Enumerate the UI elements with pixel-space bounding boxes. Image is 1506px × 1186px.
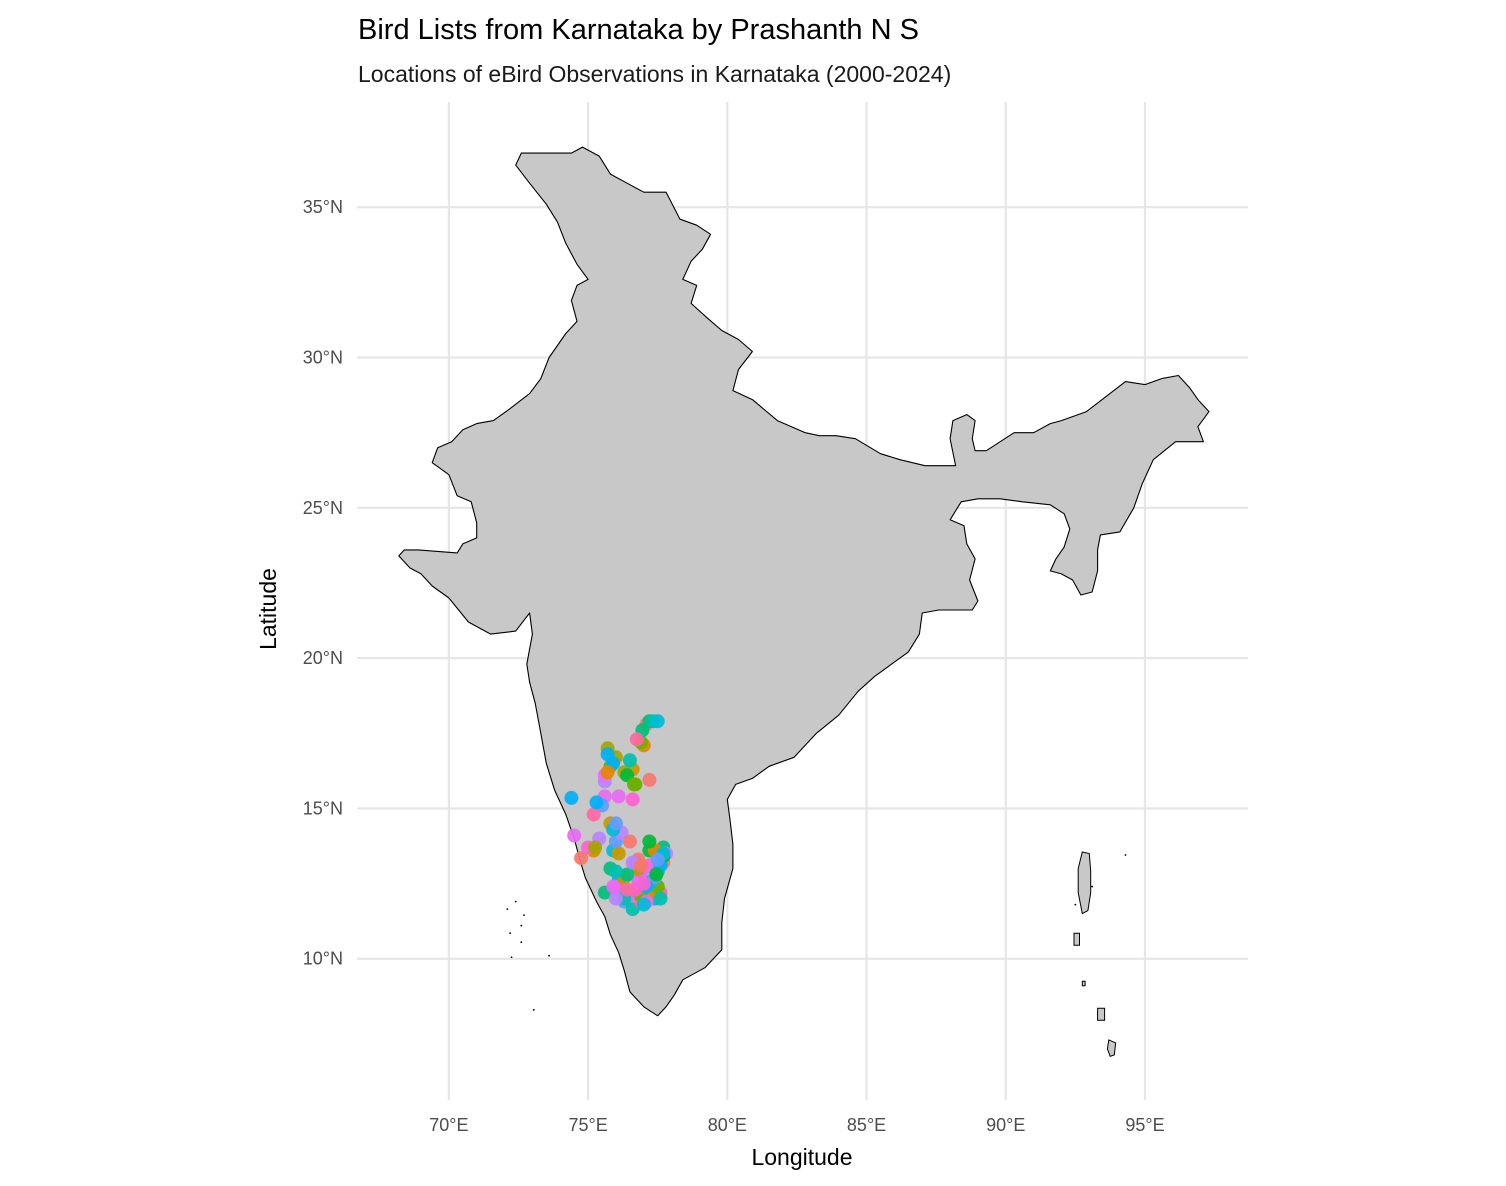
island-shape (1073, 932, 1080, 946)
island-speck (506, 908, 509, 911)
observation-point (650, 714, 665, 729)
y-tick-label: 20°N (303, 648, 343, 668)
observation-point (588, 840, 603, 855)
observation-point (620, 882, 635, 897)
island-speck (520, 941, 523, 944)
island-speck (510, 956, 513, 959)
chart-title: Bird Lists from Karnataka by Prashanth N… (358, 14, 919, 46)
y-tick-label: 15°N (303, 798, 343, 818)
y-tick-label: 25°N (303, 498, 343, 518)
x-tick-label: 85°E (847, 1115, 886, 1135)
x-axis-title: Longitude (751, 1144, 852, 1170)
observation-point (608, 891, 623, 906)
x-tick-label: 95°E (1125, 1115, 1164, 1135)
observation-point (642, 834, 657, 849)
island-speck (532, 1008, 535, 1011)
observation-point (625, 792, 640, 807)
island-speck (514, 900, 517, 903)
observation-point (600, 747, 615, 762)
y-tick-label: 30°N (303, 348, 343, 368)
observation-point (642, 772, 657, 787)
y-tick-label: 10°N (303, 949, 343, 969)
chart-subtitle: Locations of eBird Observations in Karna… (358, 61, 951, 87)
island-speck (1124, 854, 1127, 856)
island-shape (1077, 851, 1092, 915)
x-tick-label: 75°E (568, 1115, 607, 1135)
x-axis-ticks: 70°E 75°E 80°E 85°E 90°E 95°E (429, 1115, 1164, 1135)
x-tick-label: 80°E (708, 1115, 747, 1135)
observation-point (600, 765, 615, 780)
observation-point (586, 807, 601, 822)
y-tick-label: 35°N (303, 197, 343, 217)
observation-point (636, 897, 651, 912)
island-shape (1081, 980, 1086, 987)
island-speck (523, 914, 525, 917)
observation-point (636, 876, 651, 891)
observation-point (653, 891, 668, 906)
island-speck (1074, 903, 1077, 906)
island-speck (1091, 885, 1093, 888)
observation-point (650, 852, 665, 867)
island-shape (1106, 1039, 1117, 1058)
observation-point (611, 846, 626, 861)
observation-point (589, 795, 604, 810)
country-map (398, 146, 1210, 1058)
y-axis-title: Latitude (255, 568, 281, 650)
observation-point (608, 816, 623, 831)
x-tick-label: 70°E (429, 1115, 468, 1135)
y-axis-ticks: 10°N 15°N 20°N 25°N 30°N 35°N (303, 197, 343, 969)
observation-point (629, 732, 644, 747)
island-speck (548, 954, 551, 957)
island-speck (520, 924, 523, 927)
observation-point (608, 864, 623, 879)
observation-point (622, 753, 637, 768)
island-shape (1097, 1007, 1106, 1021)
observation-point (606, 879, 621, 894)
island-speck (509, 932, 512, 935)
observation-point (611, 789, 626, 804)
observation-point (567, 828, 582, 843)
observation-point (564, 790, 579, 805)
observation-point (620, 867, 635, 882)
observation-point (627, 777, 641, 792)
observation-point (634, 858, 648, 873)
x-tick-label: 90°E (986, 1115, 1025, 1135)
observation-point (622, 834, 637, 849)
observation-points (564, 714, 674, 917)
observation-point (649, 867, 664, 882)
observation-point (574, 851, 589, 865)
